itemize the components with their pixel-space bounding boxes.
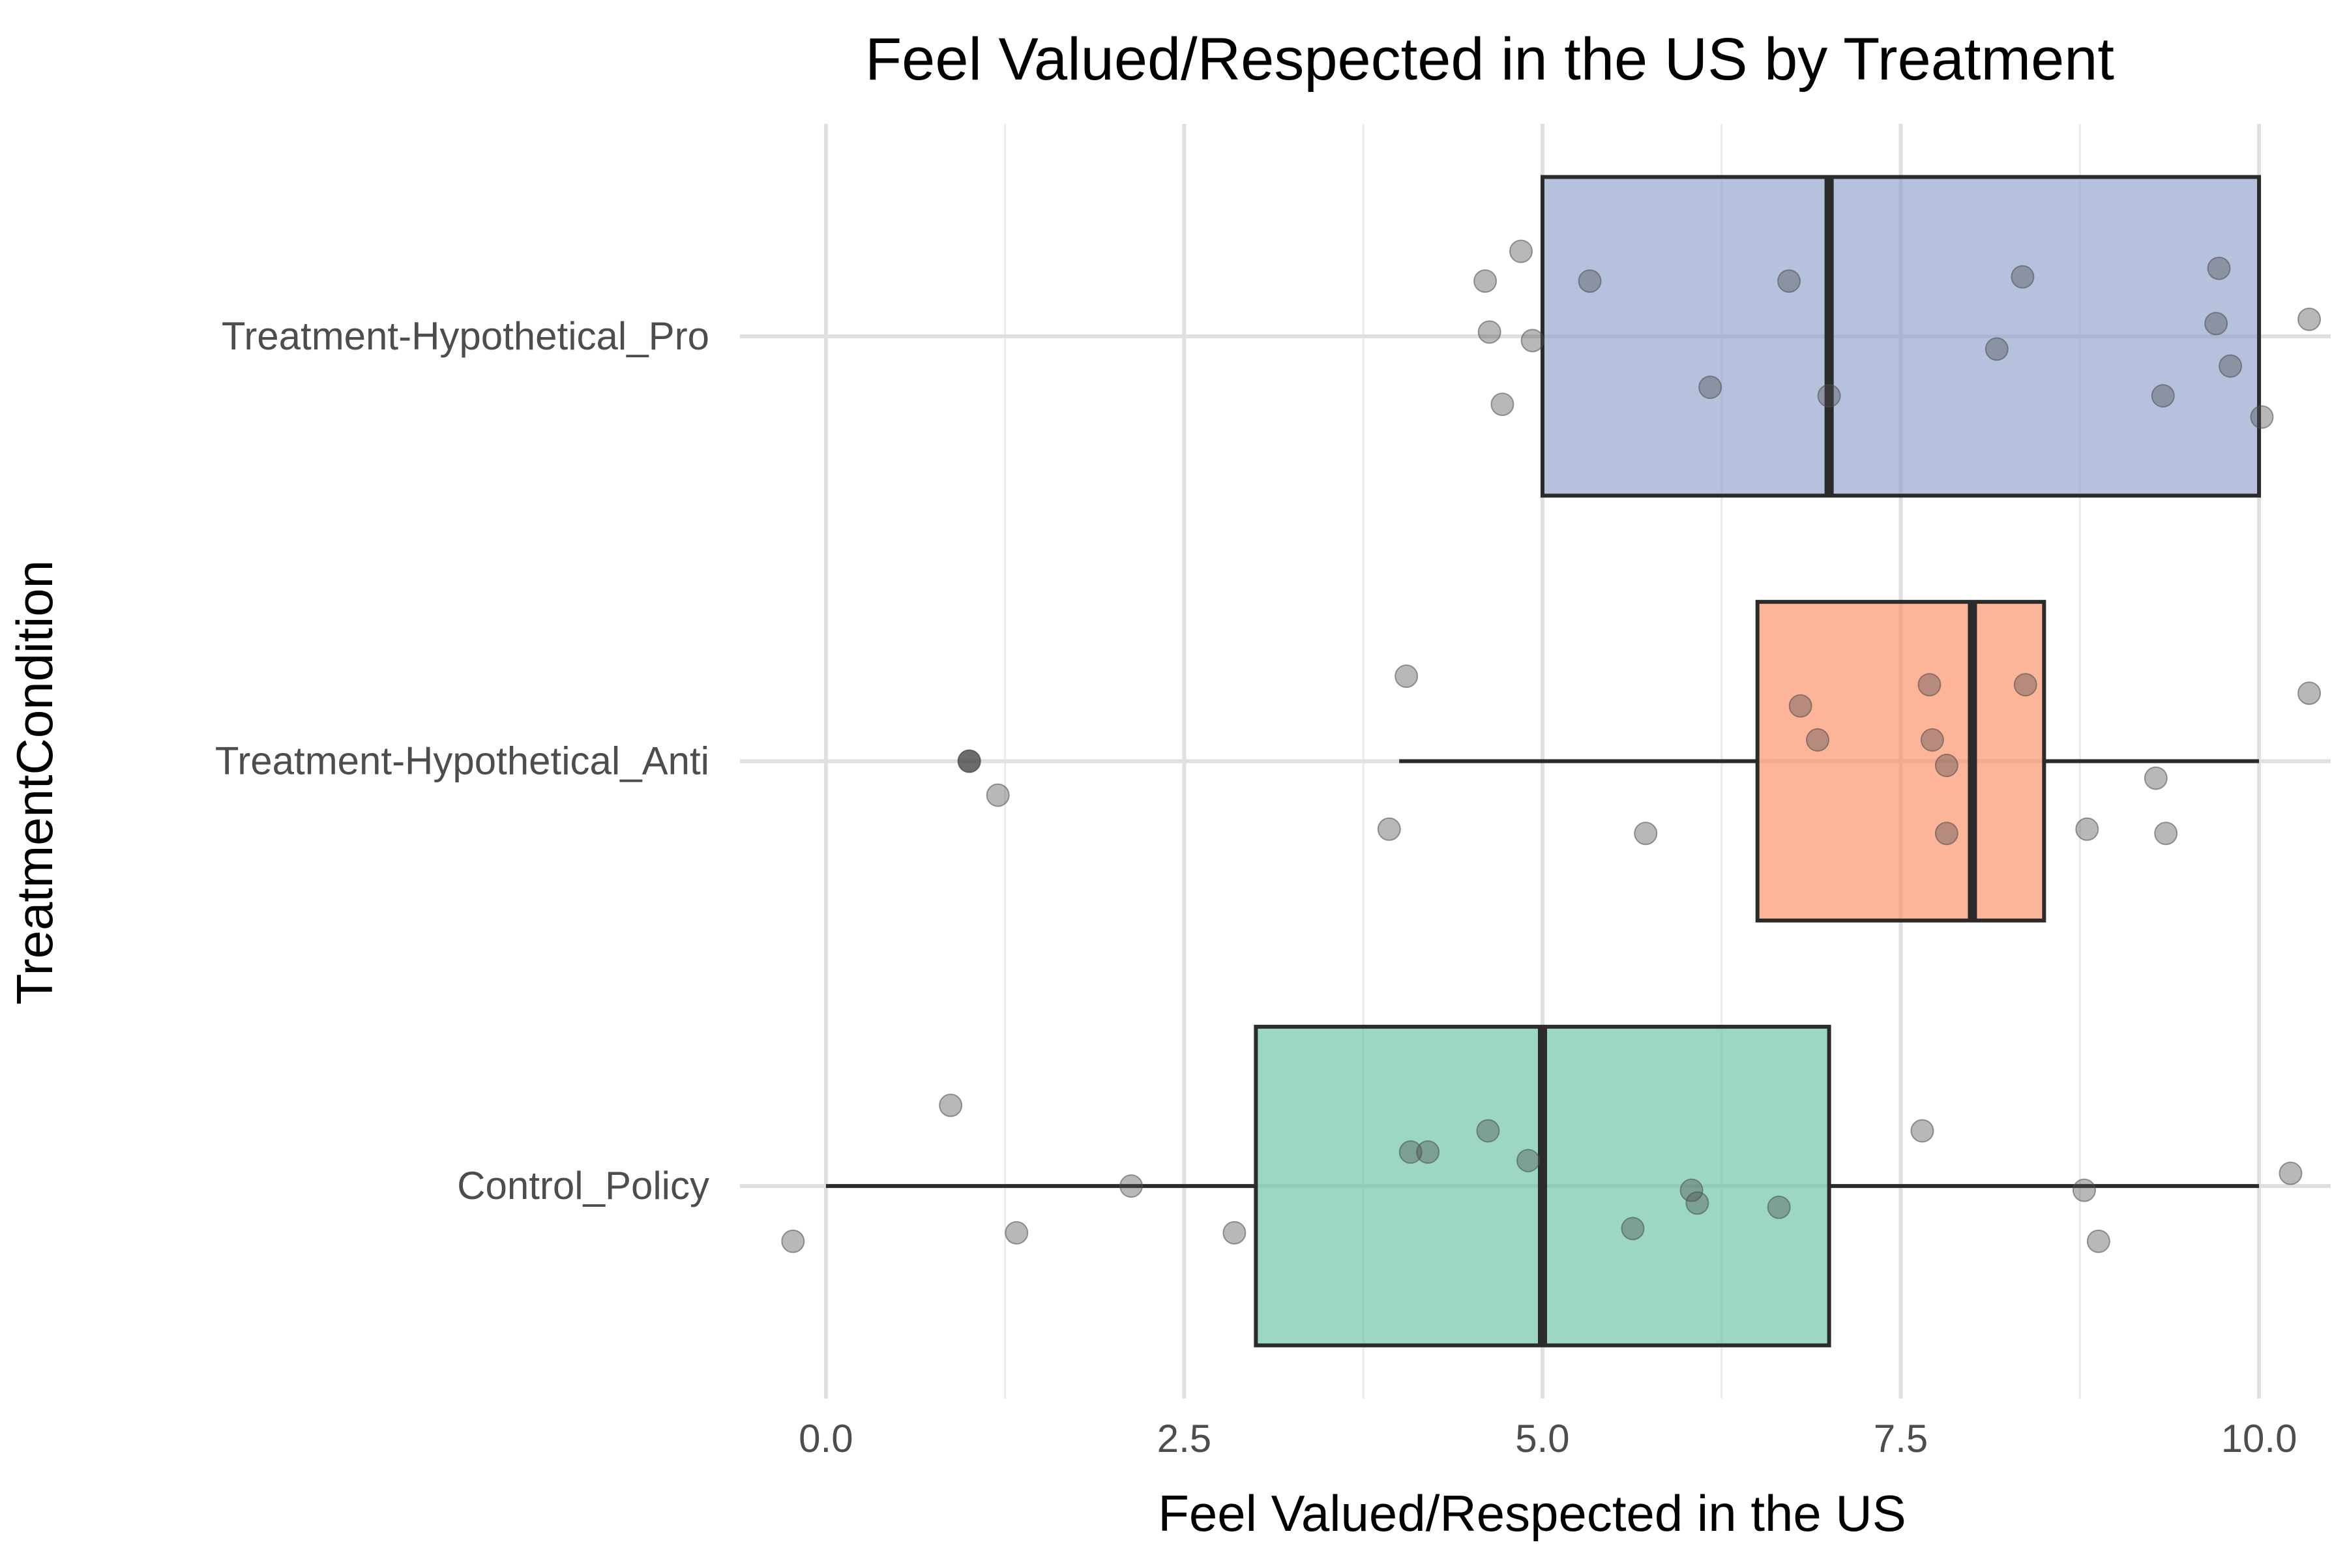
- jitter-point: [1777, 269, 1801, 293]
- jitter-point: [1910, 1119, 1934, 1143]
- jitter-point: [2075, 817, 2099, 841]
- jitter-point: [1476, 1119, 1500, 1143]
- y-tick-label: Treatment-Hypothetical_Anti: [215, 739, 709, 783]
- jitter-point: [781, 1229, 805, 1253]
- jitter-point: [1395, 664, 1419, 688]
- jitter-point: [1634, 821, 1658, 846]
- tick-layer: 0.0 2.5 5.0 7.5 10.0 Control_Policy Treatment-…: [215, 314, 2297, 1460]
- jitter-point: [1578, 269, 1602, 293]
- x-tick-label: 2.5: [1157, 1417, 1211, 1460]
- y-tick-label: Treatment-Hypothetical_Pro: [222, 314, 709, 358]
- jitter-point: [2250, 405, 2274, 429]
- jitter-point: [1005, 1220, 1029, 1245]
- outlier-point: [958, 750, 981, 773]
- jitter-point: [1377, 817, 1401, 841]
- jitter-point: [2204, 312, 2228, 336]
- jitter-point: [1920, 728, 1944, 752]
- jitter-point: [1520, 329, 1544, 353]
- jitter-point: [1516, 1149, 1541, 1173]
- jitter-point: [2207, 256, 2231, 280]
- box-Treatment-Hypothetical_Pro: [1540, 175, 2262, 498]
- y-tick-label: Control_Policy: [457, 1164, 709, 1207]
- jitter-point: [1934, 821, 1958, 846]
- jitter-point: [1679, 1178, 1704, 1202]
- jitter-point: [2297, 681, 2322, 705]
- x-tick-label: 0.0: [799, 1417, 853, 1460]
- jitter-point: [1473, 269, 1498, 293]
- jitter-point: [2013, 673, 2037, 697]
- jitter-point: [1788, 694, 1812, 718]
- chart-title: Feel Valued/Respected in the US by Treat…: [865, 26, 2114, 93]
- jitter-point: [1985, 337, 2009, 361]
- jitter-point: [2086, 1229, 2110, 1253]
- x-tick-label: 7.5: [1874, 1417, 1928, 1460]
- jitter-point: [2279, 1161, 2303, 1185]
- jitter-point: [939, 1093, 963, 1117]
- jitter-point: [2219, 354, 2243, 378]
- jitter-point: [957, 749, 981, 773]
- jitter-point: [1222, 1220, 1247, 1245]
- jitter-point: [1621, 1217, 1645, 1241]
- jitter-point: [2151, 384, 2175, 408]
- jitter-point: [1477, 320, 1501, 344]
- jitter-point: [1767, 1195, 1791, 1219]
- jitter-point: [2154, 821, 2178, 846]
- x-tick-label: 10.0: [2221, 1417, 2297, 1460]
- jitter-point: [1416, 1140, 1440, 1164]
- jitter-point: [2011, 265, 2035, 289]
- jitter-point: [1119, 1174, 1144, 1198]
- jitter-point: [1934, 754, 1958, 778]
- jitter-point: [1698, 376, 1722, 400]
- jitter-point: [1806, 728, 1830, 752]
- jitter-point: [1509, 239, 1533, 263]
- jitter-point: [1490, 392, 1514, 417]
- jitter-point: [1685, 1191, 1709, 1215]
- jitter-point: [2144, 766, 2168, 790]
- jitter-point: [986, 783, 1010, 807]
- x-axis-title: Feel Valued/Respected in the US: [1158, 1485, 1906, 1542]
- jitter-point: [2072, 1178, 2096, 1202]
- point-layer: [781, 239, 2322, 1253]
- box-layer: [825, 175, 2262, 1348]
- jitter-point: [2297, 307, 2322, 331]
- jitter-point: [1398, 1140, 1423, 1164]
- y-axis-title: TreatmentCondition: [6, 560, 63, 1005]
- box-Treatment-Hypothetical_Anti: [1755, 600, 2046, 923]
- jitter-point: [1917, 673, 1941, 697]
- jitter-point: [1817, 384, 1841, 408]
- x-tick-label: 5.0: [1515, 1417, 1569, 1460]
